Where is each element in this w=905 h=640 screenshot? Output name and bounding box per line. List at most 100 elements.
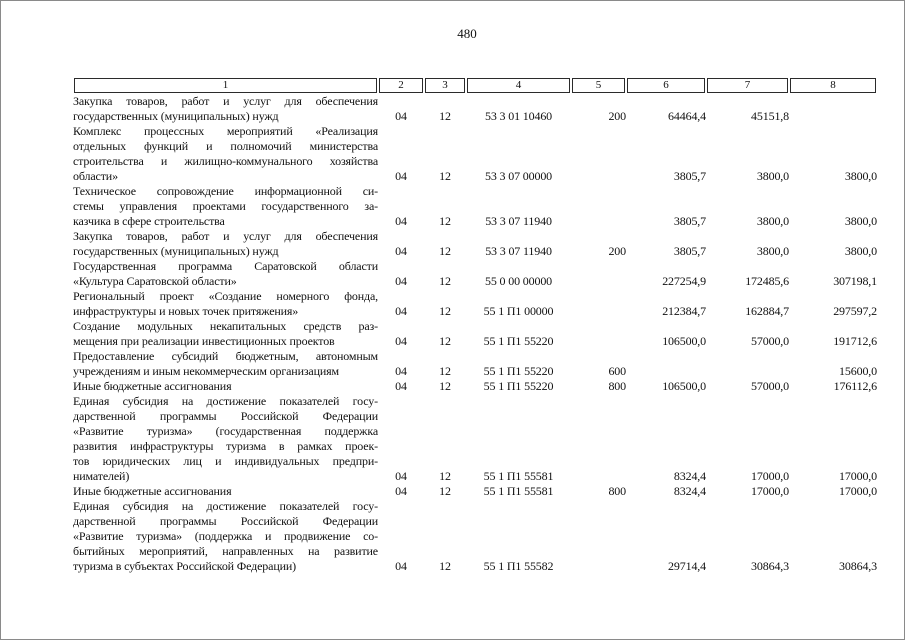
table-row: Закупка товаров, работ и услуг для обесп…: [73, 94, 877, 124]
cell-podrazdel: 12: [439, 379, 451, 393]
table-row: Предоставление субсидий бюджетным, автон…: [73, 349, 877, 379]
column-header-label: 4: [467, 78, 570, 93]
cell-amount-year1: 227254,9: [662, 274, 706, 288]
cell-target-code: 53 3 07 11940: [485, 214, 552, 228]
cell-amount-year2: 17000,0: [751, 469, 789, 483]
cell-target-code: 53 3 01 10460: [484, 109, 553, 123]
cell-amount-year2: 3800,0: [756, 244, 789, 258]
cell-expense-type: [571, 499, 626, 574]
cell-amount-year2: 57000,0: [751, 379, 789, 393]
cell-amount-year3: 297597,2: [833, 304, 877, 318]
cell-description: Комплекс процессных мероприятий «Реализа…: [73, 124, 378, 183]
cell-razdel: 04: [395, 169, 407, 183]
cell-amount-year2: [706, 349, 789, 379]
cell-target-code: 55 1 П1 55581: [483, 469, 554, 483]
cell-podrazdel: 12: [439, 304, 451, 318]
cell-razdel: 04: [395, 484, 407, 498]
cell-expense-type: [571, 124, 626, 184]
cell-target-code: 55 1 П1 55581: [483, 484, 554, 498]
cell-amount-year3: 191712,6: [833, 334, 877, 348]
cell-podrazdel: 12: [439, 364, 451, 378]
cell-amount-year2: 3800,0: [756, 169, 789, 183]
table-row: Создание модульных некапитальных средств…: [73, 319, 877, 349]
table-row: Закупка товаров, работ и услуг для обесп…: [73, 229, 877, 259]
table-row: Иные бюджетные ассигнования 04 12 55 1 П…: [73, 379, 877, 394]
column-header-8: 8: [789, 77, 877, 94]
column-header-3: 3: [424, 77, 466, 94]
cell-expense-type: [571, 289, 626, 319]
cell-razdel: 04: [395, 109, 407, 123]
cell-amount-year2: 30864,3: [751, 559, 789, 573]
cell-expense-type: [571, 319, 626, 349]
column-header-label: 1: [74, 78, 377, 93]
table-row: Региональный проект «Создание номерного …: [73, 289, 877, 319]
cell-amount-year3: 15600,0: [839, 364, 877, 378]
cell-podrazdel: 12: [439, 484, 451, 498]
cell-description: Иные бюджетные ассигнования: [73, 379, 232, 393]
cell-description: Единая субсидия на достижение показателе…: [73, 499, 378, 573]
cell-target-code: 55 1 П1 55582: [483, 559, 554, 573]
column-header-label: 2: [379, 78, 423, 93]
cell-podrazdel: 12: [439, 244, 451, 258]
cell-amount-year3: 3800,0: [844, 214, 877, 228]
cell-description: Закупка товаров, работ и услуг для обесп…: [73, 229, 378, 258]
cell-amount-year1: 212384,7: [662, 304, 706, 318]
page-number: 480: [457, 26, 477, 41]
cell-razdel: 04: [395, 469, 407, 483]
cell-amount-year1: 8324,4: [673, 469, 706, 483]
cell-amount-year2: 3800,0: [756, 214, 789, 228]
column-header-5: 5: [571, 77, 626, 94]
cell-expense-type: [571, 259, 626, 289]
cell-expense-type: 200: [608, 244, 626, 258]
cell-amount-year1: [626, 349, 706, 379]
cell-expense-type: 800: [608, 379, 626, 393]
cell-amount-year1: 8324,4: [673, 484, 706, 498]
cell-amount-year3: 17000,0: [839, 469, 877, 483]
cell-podrazdel: 12: [439, 469, 451, 483]
cell-expense-type: 800: [608, 484, 626, 498]
table-row: Техническое сопровождение информационной…: [73, 184, 877, 229]
table-row: Иные бюджетные ассигнования 04 12 55 1 П…: [73, 484, 877, 499]
cell-description: Иные бюджетные ассигнования: [73, 484, 232, 498]
column-header-label: 7: [707, 78, 788, 93]
column-header-4: 4: [466, 77, 571, 94]
cell-target-code: 55 1 П1 00000: [483, 304, 554, 318]
column-header-7: 7: [706, 77, 789, 94]
column-header-label: 6: [627, 78, 705, 93]
column-header-1: 1: [73, 77, 378, 94]
cell-target-code: 55 1 П1 55220: [483, 379, 554, 393]
cell-amount-year1: 3805,7: [673, 244, 706, 258]
cell-podrazdel: 12: [439, 109, 451, 123]
cell-amount-year2: 162884,7: [745, 304, 789, 318]
cell-description: Государственная программа Саратовской об…: [73, 259, 378, 288]
cell-amount-year3: 307198,1: [833, 274, 877, 288]
cell-amount-year1: 64464,4: [668, 109, 706, 123]
cell-target-code: 55 1 П1 55220: [483, 364, 554, 378]
cell-razdel: 04: [395, 304, 407, 318]
cell-razdel: 04: [395, 559, 407, 573]
cell-amount-year1: 29714,4: [668, 559, 706, 573]
cell-description: Закупка товаров, работ и услуг для обесп…: [73, 94, 378, 123]
cell-amount-year2: 45151,8: [751, 109, 789, 123]
cell-razdel: 04: [395, 379, 407, 393]
cell-podrazdel: 12: [439, 169, 451, 183]
cell-target-code: 55 1 П1 55220: [483, 334, 554, 348]
table-row: Комплекс процессных мероприятий «Реализа…: [73, 124, 877, 184]
cell-expense-type: [571, 394, 626, 484]
column-header-label: 3: [425, 78, 465, 93]
table-row: Единая субсидия на достижение показателе…: [73, 499, 877, 574]
cell-amount-year3: 3800,0: [844, 244, 877, 258]
cell-expense-type: [571, 184, 626, 229]
cell-amount-year3: [789, 94, 877, 124]
cell-razdel: 04: [395, 214, 407, 228]
cell-amount-year2: 57000,0: [751, 334, 789, 348]
cell-amount-year1: 106500,0: [662, 334, 706, 348]
cell-podrazdel: 12: [439, 274, 451, 288]
cell-description: Техническое сопровождение информационной…: [73, 184, 378, 228]
cell-razdel: 04: [395, 244, 407, 258]
cell-expense-type: 200: [608, 109, 626, 123]
cell-podrazdel: 12: [439, 334, 451, 348]
cell-target-code: 53 3 07 00000: [484, 169, 553, 183]
cell-expense-type: 600: [608, 364, 626, 378]
